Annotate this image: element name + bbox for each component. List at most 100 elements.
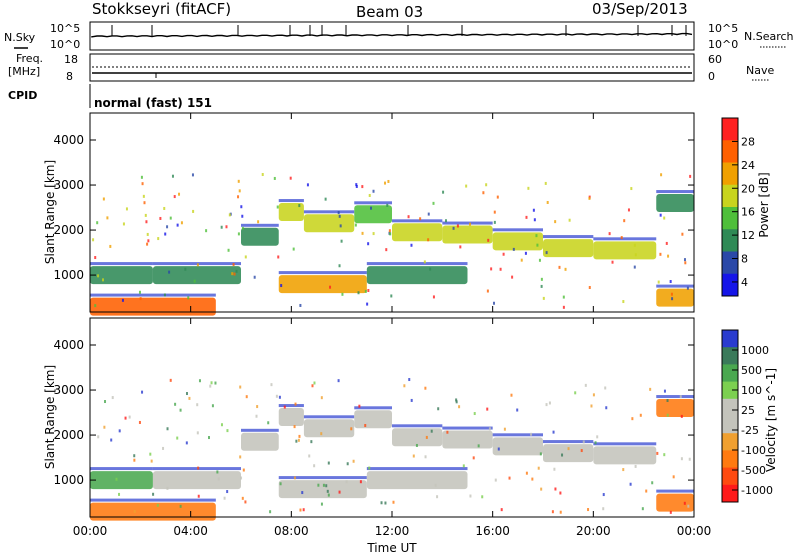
data-speckle [446,430,449,434]
data-speckle [245,395,248,399]
data-speckle [689,174,692,178]
data-speckle [559,510,562,514]
data-speckle [111,396,114,400]
power-y-axis: 4000 3000 2000 1000 [53,133,694,282]
colorbar-swatch [722,347,738,365]
data-speckle [477,444,480,448]
data-speckle [163,206,166,210]
data-speckle [437,407,440,411]
data-speckle [387,179,390,183]
date-title: 03/Sep/2013 [592,0,688,18]
data-band [392,428,443,447]
colorbar-swatch [722,229,738,252]
data-speckle [157,237,160,241]
data-speckle [174,402,177,406]
data-band-edge [492,228,543,232]
data-speckle [238,189,241,193]
data-speckle [239,455,242,459]
data-band-edge [593,237,657,241]
data-speckle [584,383,587,387]
data-band [90,297,216,316]
colorbar-swatch [722,184,738,208]
data-speckle [548,401,551,405]
data-speckle [179,504,182,508]
data-speckle [176,436,179,440]
data-speckle [436,495,439,499]
data-speckle [659,252,662,256]
data-band [303,214,355,233]
data-speckle [535,234,538,238]
data-speckle [337,379,340,383]
data-speckle [226,490,229,494]
data-speckle [191,173,194,177]
noise-tick-high: 10^5 [50,22,80,35]
colorbar-swatch [722,433,738,451]
data-speckle [683,501,686,505]
data-speckle [297,438,300,442]
data-speckle [261,173,264,177]
data-speckle [122,222,125,226]
data-speckle [530,432,533,436]
data-speckle [146,232,149,236]
data-speckle [630,187,633,191]
data-speckle [657,280,660,284]
data-speckle [338,490,341,494]
data-speckle [469,222,472,226]
data-speckle [465,184,468,188]
data-speckle [537,466,540,470]
velocity-speckle [97,378,691,514]
data-speckle [171,174,174,178]
data-speckle [327,493,330,497]
data-speckle [237,195,240,199]
data-band-edge [241,223,279,227]
data-speckle [162,446,165,450]
noise-tick-high-right: 10^5 [708,22,738,35]
data-band-edge [90,262,153,266]
data-speckle [196,263,199,267]
data-speckle [146,242,149,246]
data-speckle [473,412,476,416]
data-band [241,227,279,246]
data-speckle [326,489,329,493]
data-speckle [156,503,159,507]
data-speckle [226,429,229,433]
data-speckle [302,508,305,512]
data-speckle [633,265,636,269]
data-speckle [257,220,260,224]
colorbar-tick-label: 4 [741,276,748,289]
data-speckle [540,277,543,281]
data-speckle [294,402,297,406]
data-speckle [361,231,364,235]
data-speckle [139,297,142,301]
data-speckle [359,480,362,484]
data-speckle [423,260,426,264]
data-speckle [118,492,121,496]
data-speckle [289,176,292,180]
data-speckle [317,483,320,487]
data-speckle [410,243,413,247]
data-speckle [106,216,109,220]
data-speckle [551,510,554,514]
data-speckle [283,405,286,409]
colorbar-tick-label: 500 [741,364,762,377]
data-band [593,446,657,465]
freq-panel-frame [89,53,695,82]
data-speckle [403,384,406,388]
data-band [543,444,594,463]
data-speckle [232,263,235,267]
data-speckle [671,297,674,301]
data-speckle [663,453,666,457]
data-speckle [367,242,370,246]
data-speckle [429,267,432,271]
data-speckle [488,427,491,431]
y-tick-label: 1000 [53,268,84,282]
data-speckle [410,398,413,402]
data-speckle [590,404,593,408]
data-band [152,266,241,285]
data-speckle [256,405,259,409]
data-speckle [540,487,543,491]
data-speckle [482,191,485,195]
data-speckle [412,454,415,458]
data-speckle [244,255,247,259]
data-band [303,419,355,438]
